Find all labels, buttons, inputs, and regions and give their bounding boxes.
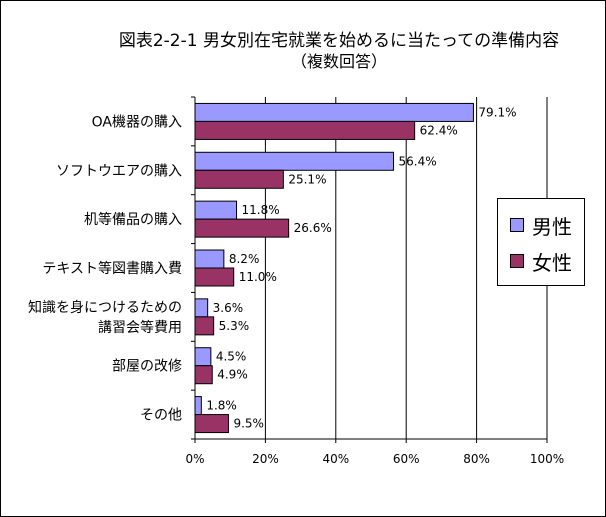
data-label-male: 3.6% <box>213 301 244 315</box>
data-label-male: 4.5% <box>216 350 247 364</box>
data-label-female: 11.0% <box>239 270 277 284</box>
x-tick-label: 0% <box>185 452 204 466</box>
bar-male <box>194 200 238 220</box>
x-tick-label: 40% <box>322 452 349 466</box>
category-label: その他 <box>140 408 182 424</box>
data-label-female: 9.5% <box>233 417 264 431</box>
bar-female <box>194 365 213 385</box>
category-label: テキスト等図書購入費 <box>42 260 182 277</box>
legend-item-female: 女性 <box>510 249 572 275</box>
x-tick-label: 60% <box>393 452 420 466</box>
chart-title: 図表2-2-1 男女別在宅就業を始めるに当たっての準備内容 <box>119 31 559 51</box>
category-label: 講習会等費用 <box>98 319 182 336</box>
category-label: 部屋の改修 <box>112 359 182 375</box>
legend: 男性 女性 <box>497 198 585 286</box>
category-label: 知識を身につけるための <box>28 299 182 316</box>
bar-male <box>194 151 395 171</box>
data-label-male: 79.1% <box>478 105 516 119</box>
bar-male <box>194 396 202 416</box>
bar-female <box>194 267 235 287</box>
data-label-female: 26.6% <box>294 221 332 235</box>
data-label-female: 4.9% <box>217 368 248 382</box>
x-tick-label: 100% <box>530 452 564 466</box>
bar-male <box>194 102 474 122</box>
chart-subtitle: （複数回答） <box>291 52 387 71</box>
data-label-male: 11.8% <box>242 203 280 217</box>
legend-swatch-female <box>510 254 524 268</box>
bar-female <box>194 218 290 238</box>
category-label: OA機器の購入 <box>92 114 182 130</box>
legend-label-female: 女性 <box>532 250 572 275</box>
data-label-male: 1.8% <box>206 399 237 413</box>
category-label: ソフトウエアの購入 <box>56 163 182 179</box>
bar-female <box>194 120 416 140</box>
bar-female <box>194 316 215 336</box>
bar-male <box>194 298 209 318</box>
data-label-male: 8.2% <box>229 252 260 266</box>
legend-item-male: 男性 <box>510 213 572 239</box>
bar-female <box>194 414 229 434</box>
legend-swatch-male <box>510 218 524 232</box>
data-label-female: 62.4% <box>420 123 458 137</box>
x-tick-label: 80% <box>463 452 490 466</box>
data-label-female: 25.1% <box>288 172 326 186</box>
legend-label-male: 男性 <box>532 214 572 239</box>
bar-male <box>194 347 212 367</box>
data-label-male: 56.4% <box>399 154 437 168</box>
bar-male <box>194 249 225 269</box>
data-label-female: 5.3% <box>219 319 250 333</box>
bar-female <box>194 169 284 189</box>
category-label: 机等備品の購入 <box>84 211 182 228</box>
x-tick-label: 20% <box>252 452 279 466</box>
